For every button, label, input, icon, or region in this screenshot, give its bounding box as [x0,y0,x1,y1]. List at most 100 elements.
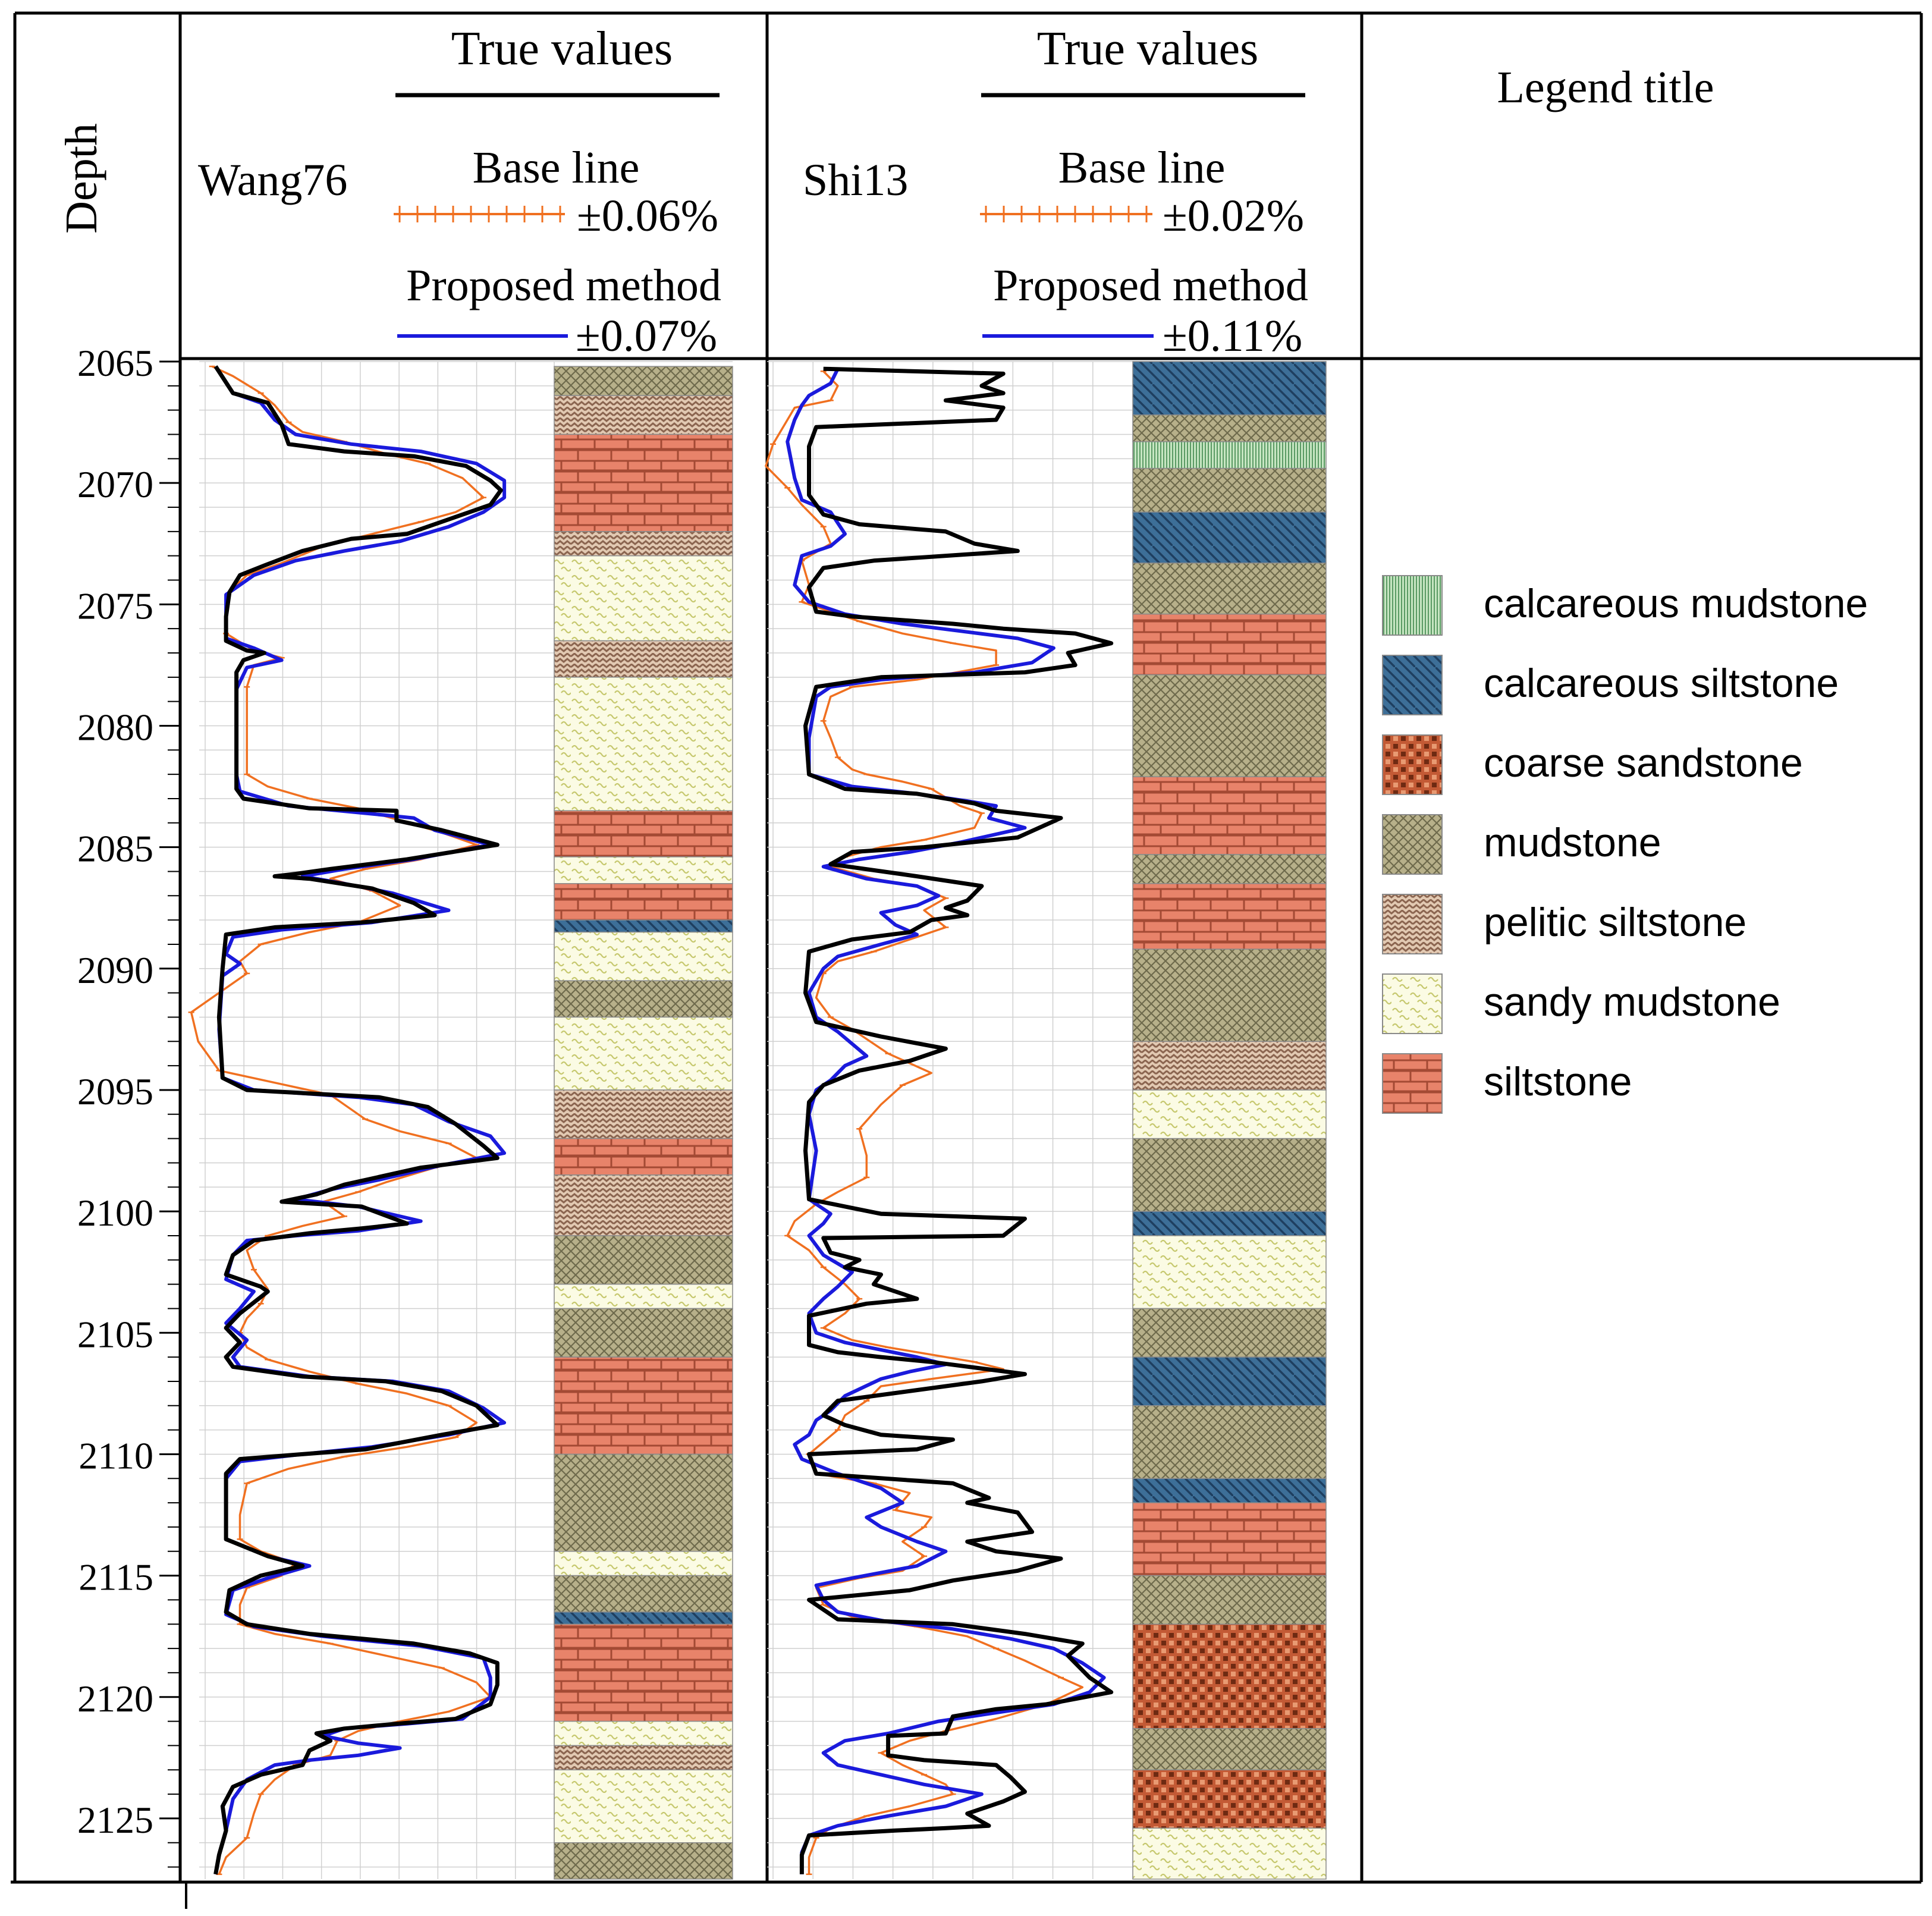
depth-tick-label: 2075 [77,585,153,627]
legend-swatch-calcareous-siltstone [1382,655,1443,715]
true-values-curve [799,366,1114,1874]
lithology-bed-calcareous-siltstone [1132,361,1327,416]
lithology-bed-mudstone [1132,948,1327,1042]
legend-swatch-mudstone [1382,814,1443,875]
lithology-bed-calcareous-siltstone [1132,1478,1327,1503]
legend-swatch-coarse-sandstone [1382,734,1443,795]
lithology-bed-mudstone [1132,563,1327,615]
base-line-legend-swatch [394,206,565,222]
lithology-bed-pelitic-siltstone [554,1174,733,1236]
base-line-error: ±0.06% [577,191,718,241]
lithology-bed-siltstone [1132,1502,1327,1576]
proposed-method-error: ±0.07% [576,311,717,361]
base-line-legend-swatch [980,206,1152,222]
lithology-bed-siltstone [1132,776,1327,855]
depth-tick-label: 2125 [77,1799,153,1841]
lithology-bed-mudstone [554,1308,733,1358]
legend-swatch-siltstone [1382,1053,1443,1114]
lithology-legend: calcareous mudstone calcareous siltstone c… [1382,575,1868,1114]
depth-axis: 2065 2070 2075 2080 2085 2090 2095 2100 2105 2110… [77,342,180,1868]
lithology-bed-mudstone [554,366,733,396]
lithology-bed-sandy-mudstone [554,1769,733,1843]
depth-tick-label: 2110 [78,1434,153,1477]
lithology-bed-mudstone [554,980,733,1018]
base-line-error: ±0.02% [1163,191,1304,241]
lithology-bed-calcareous-siltstone [1132,511,1327,564]
lithology-bed-siltstone [554,1356,733,1455]
true-values-series [213,365,503,1875]
lithology-bed-pelitic-siltstone [554,1745,733,1771]
lithology-bed-mudstone [554,1235,733,1285]
lithology-bed-sandy-mudstone [554,1283,733,1309]
lithology-bed-mudstone [1132,414,1327,442]
lithology-bed-siltstone [554,434,733,532]
lithology-bed-pelitic-siltstone [1132,1041,1327,1091]
proposed-method-error: ±0.11% [1163,311,1302,361]
true-values-title: True values [451,23,673,75]
lithology-bed-calcareous-siltstone [554,919,733,933]
depth-tick-label: 2070 [77,463,153,505]
lithology-bed-mudstone [1132,1728,1327,1771]
depth-tick-label: 2120 [77,1678,153,1720]
legend-title: Legend title [1497,62,1714,112]
depth-tick-label: 2065 [77,342,153,384]
lithology-bed-mudstone [554,1453,733,1552]
well-header-wang76: True values Wang76 Base line ±0.06% Prop… [198,23,721,361]
depth-tick-label: 2115 [78,1556,153,1598]
lithology-bed-calcareous-siltstone [554,1612,733,1625]
lithology-bed-mudstone [554,1575,733,1613]
lithology-bed-pelitic-siltstone [554,395,733,435]
lithology-bed-siltstone [554,810,733,858]
lithology-bed-calcareous-siltstone [1132,1211,1327,1236]
wang76-log-track [188,361,733,1880]
legend-label-sandy-mudstone: sandy mudstone [1484,979,1780,1025]
lithology-column [1132,361,1327,1880]
lithology-bed-siltstone [554,1623,733,1722]
lithology-bed-mudstone [1132,1308,1327,1358]
legend-swatch-pelitic-siltstone [1382,894,1443,954]
lithology-bed-pelitic-siltstone [554,640,733,678]
legend-label-siltstone: siltstone [1484,1059,1632,1104]
true-values-curve [213,365,503,1875]
lithology-bed-siltstone [554,883,733,921]
base-line-label: Base line [473,143,640,193]
depth-axis-title: Depth [56,123,106,234]
lithology-bed-coarse-sandstone [1132,1623,1327,1729]
depth-tick-label: 2085 [77,828,153,870]
lithology-bed-calcareous-siltstone [1132,1356,1327,1406]
lithology-bed-sandy-mudstone [554,856,733,884]
lithology-bed-mudstone [554,1842,733,1880]
lithology-bed-mudstone [1132,674,1327,777]
proposed-method-label: Proposed method [993,260,1308,310]
lithology-bed-mudstone [1132,1138,1327,1212]
lithology-bed-mudstone [1132,854,1327,884]
lithology-bed-mudstone [1132,1405,1327,1480]
depth-tick-label: 2080 [77,706,153,748]
depth-tick-label: 2100 [77,1192,153,1234]
lithology-column [554,366,733,1880]
proposed-method-label: Proposed method [406,260,721,310]
depth-tick-label: 2105 [77,1313,153,1355]
lithology-bed-siltstone [1132,613,1327,676]
depth-tick-label: 2095 [77,1070,153,1113]
shi13-log-track [765,361,1327,1880]
true-values-title: True values [1037,23,1259,75]
lithology-bed-pelitic-siltstone [554,531,733,557]
lithology-bed-pelitic-siltstone [554,1089,733,1139]
table-frame [11,11,1923,1909]
well-header-shi13: True values Shi13 Base line ±0.02% Propo… [803,23,1308,361]
depth-tick-label: 2090 [77,949,153,991]
well-name: Shi13 [803,155,908,205]
legend-swatch-calcareous-mudstone [1382,575,1443,636]
lithology-bed-coarse-sandstone [1132,1769,1327,1829]
legend-label-coarse-sandstone: coarse sandstone [1484,740,1803,786]
legend-label-mudstone: mudstone [1484,820,1661,865]
lithology-bed-calcareous-mudstone [1132,441,1327,469]
lithology-bed-sandy-mudstone [554,677,733,812]
lithology-bed-sandy-mudstone [1132,1827,1327,1880]
lithology-bed-sandy-mudstone [554,555,733,642]
lithology-bed-mudstone [1132,467,1327,513]
true-values-series [799,366,1114,1874]
legend-swatch-sandy-mudstone [1382,973,1443,1034]
